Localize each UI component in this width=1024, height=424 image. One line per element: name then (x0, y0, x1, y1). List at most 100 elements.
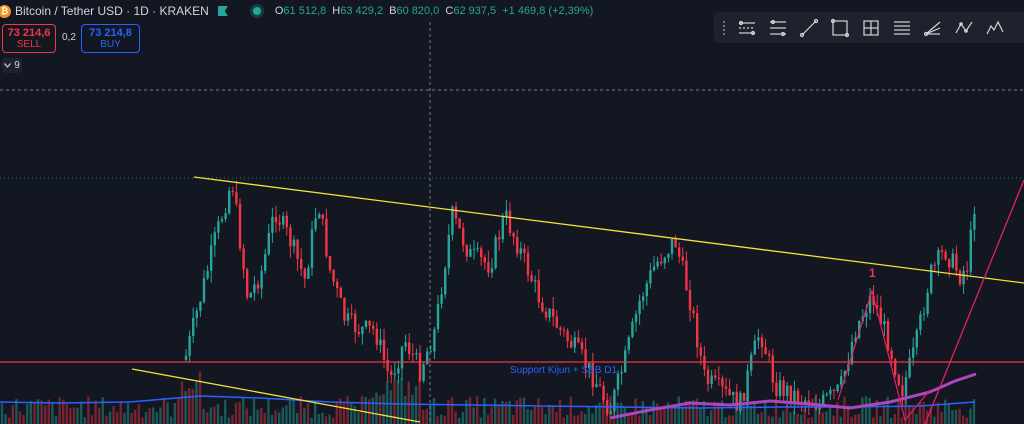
candle-body (253, 284, 256, 293)
candle-body (487, 262, 490, 273)
volume-bar (83, 417, 86, 424)
volume-bar (105, 415, 108, 424)
candle-body (753, 340, 756, 355)
volume-bar (782, 411, 785, 424)
volume-bar (566, 414, 569, 424)
candle-body (523, 248, 526, 253)
volume-bar (918, 402, 922, 424)
volume-bar (137, 404, 140, 424)
volume-bar (177, 397, 180, 424)
regression-trend-icon[interactable] (767, 17, 789, 39)
volume-bar (900, 417, 904, 424)
volume-bar (512, 415, 515, 424)
volume-bar (576, 415, 580, 424)
volume-bar (364, 397, 367, 424)
volume-bar (274, 410, 277, 424)
rising-trendline[interactable] (924, 179, 1024, 424)
candle-body (609, 411, 612, 415)
volume-bar (825, 411, 828, 424)
candle-body (912, 347, 915, 358)
volume-bar (8, 417, 11, 424)
candle-body (278, 222, 281, 225)
candle-body (289, 227, 292, 247)
candle-body (422, 364, 425, 381)
candle-body (343, 298, 346, 321)
candle-body (300, 258, 303, 269)
lower-trendline[interactable] (131, 368, 421, 423)
volume-bar (184, 390, 187, 424)
candle-body (850, 342, 854, 364)
volume-bar (454, 411, 457, 424)
candle-body (598, 384, 602, 386)
volume-bar (904, 397, 907, 424)
volume-bar (850, 416, 853, 424)
candle-body (940, 250, 944, 252)
spread-value: 0,2 (62, 32, 76, 43)
candle-body (433, 329, 436, 352)
volume-bar (378, 395, 382, 424)
abcd-pattern-icon[interactable] (953, 17, 975, 39)
volume-bar (785, 404, 788, 424)
candle-body (307, 267, 310, 279)
volume-bar (447, 399, 450, 424)
volume-bar (206, 412, 209, 424)
volume-bar (29, 401, 32, 424)
volume-bar (645, 407, 648, 424)
candle-body (858, 320, 861, 338)
volume-bar (803, 408, 806, 424)
volume-bar (483, 397, 486, 424)
upper-trendline[interactable] (193, 176, 1024, 284)
volume-bar (407, 381, 410, 424)
symbol-title[interactable]: Bitcoin / Tether USD · 1D · KRAKEN (15, 4, 209, 18)
candle-body (472, 248, 476, 250)
volume-bar (944, 399, 947, 424)
candle-body (760, 337, 764, 348)
indicators-collapse-button[interactable]: 9 (2, 58, 22, 73)
candle-body (584, 349, 587, 369)
volume-bar (832, 415, 835, 424)
volume-bar (458, 417, 461, 424)
candle-body (321, 214, 324, 219)
candle-body (771, 355, 774, 383)
sell-button[interactable]: 73 214,6 SELL (2, 24, 56, 53)
volume-bar (821, 412, 824, 424)
trend-line-icon[interactable] (798, 17, 820, 39)
candle-body (667, 253, 670, 258)
candle-body (454, 206, 458, 219)
candle-body (206, 270, 209, 279)
fib-fan-icon[interactable] (922, 17, 944, 39)
candle-body (886, 320, 890, 351)
volume-bar (695, 398, 698, 424)
candle-body (436, 303, 440, 330)
volume-bar (666, 402, 670, 424)
candle-body (966, 270, 969, 272)
candle-body (537, 280, 540, 303)
fib-retracement-icon[interactable] (891, 17, 913, 39)
gann-box-icon[interactable] (860, 17, 882, 39)
parallel-channel-icon[interactable] (736, 17, 758, 39)
volume-bar (864, 396, 868, 424)
volume-bar (929, 407, 932, 424)
volume-bar (389, 390, 392, 424)
elliott-wave-pattern[interactable] (837, 288, 931, 422)
volume-bar (846, 405, 850, 424)
candle-body (519, 248, 522, 254)
candle-body (688, 290, 692, 311)
volume-bar (558, 399, 562, 424)
volume-bar (335, 402, 338, 424)
buy-button[interactable]: 73 214,8 BUY (81, 24, 140, 53)
open-key: O (274, 5, 284, 17)
volume-bar (299, 396, 302, 424)
elliott-wave-icon[interactable] (984, 17, 1006, 39)
rectangle-icon[interactable] (829, 17, 851, 39)
volume-bar (429, 405, 432, 424)
candle-body (969, 229, 972, 272)
volume-bar (36, 399, 40, 424)
flag-icon[interactable] (217, 6, 228, 16)
drag-handle-icon[interactable] (722, 19, 726, 36)
volume-bar (699, 407, 702, 424)
volume-bar (515, 400, 518, 424)
candle-body (786, 385, 789, 396)
volume-bar (591, 413, 594, 424)
